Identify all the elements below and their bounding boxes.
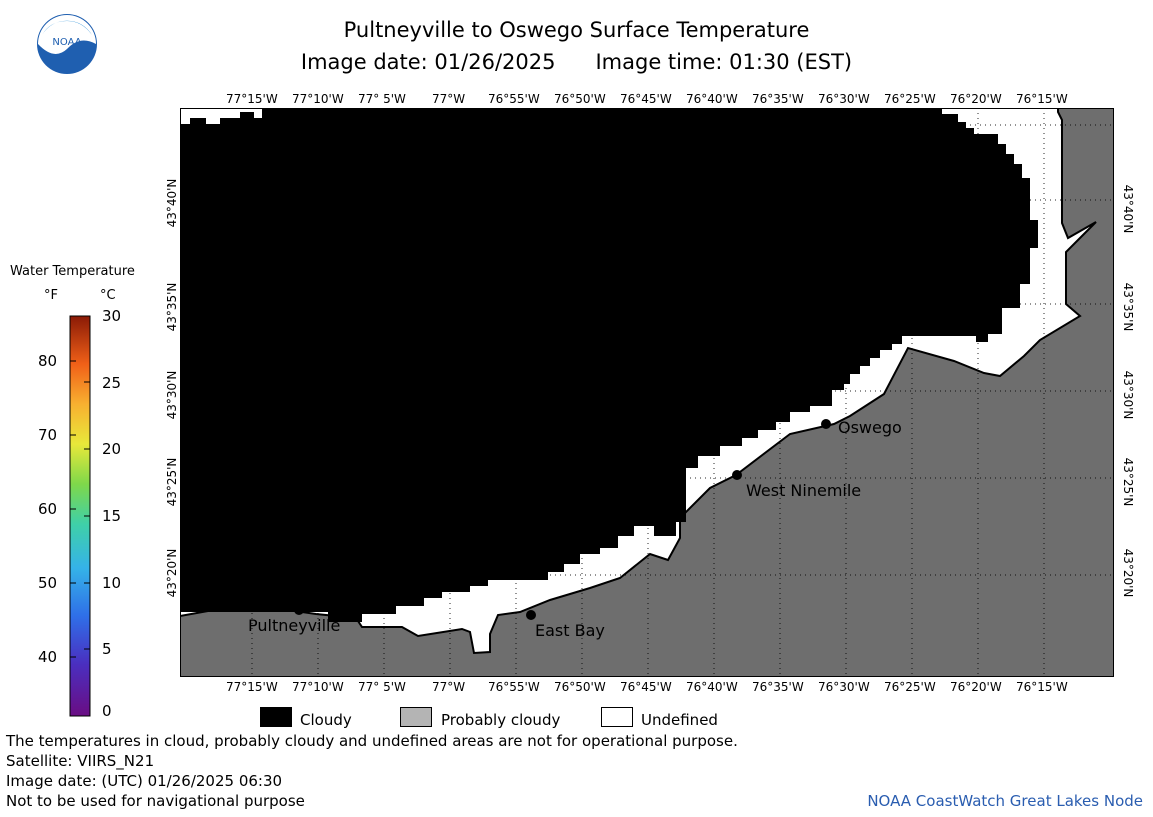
lon-tick-top: 76°55'W bbox=[488, 92, 540, 106]
legend-c-label: 25 bbox=[102, 374, 122, 392]
place-label-pultneyville: Pultneyville bbox=[248, 616, 340, 635]
lon-tick-top: 76°50'W bbox=[554, 92, 606, 106]
image-time-label: Image time: 01:30 (EST) bbox=[595, 50, 853, 74]
undefined-swatch bbox=[601, 707, 633, 727]
lat-tick-right: 43°40'N bbox=[1121, 184, 1135, 234]
lon-tick-bottom: 77°10'W bbox=[292, 680, 344, 694]
lon-tick-top: 76°45'W bbox=[620, 92, 672, 106]
land-area bbox=[180, 108, 1114, 677]
disclaimer-text: The temperatures in cloud, probably clou… bbox=[6, 732, 738, 750]
color-scale bbox=[69, 315, 91, 717]
place-label-east-bay: East Bay bbox=[535, 621, 605, 640]
lat-tick-left: 43°30'N bbox=[165, 370, 179, 420]
legend-f-label: 80 bbox=[38, 352, 58, 370]
lon-tick-top: 76°20'W bbox=[950, 92, 1002, 106]
lon-tick-top: 76°25'W bbox=[884, 92, 936, 106]
lon-tick-top: 77°10'W bbox=[292, 92, 344, 106]
undefined-key-label: Undefined bbox=[641, 711, 718, 729]
navigation-warning: Not to be used for navigational purpose bbox=[6, 792, 305, 810]
credit-text: NOAA CoastWatch Great Lakes Node bbox=[867, 792, 1143, 810]
lon-tick-bottom: 77°W bbox=[432, 680, 466, 694]
lon-tick-bottom: 77° 5'W bbox=[358, 680, 406, 694]
lat-tick-left: 43°25'N bbox=[165, 457, 179, 507]
noaa-logo: NOAA bbox=[37, 14, 97, 74]
lon-tick-bottom: 76°40'W bbox=[686, 680, 738, 694]
legend-c-label: 15 bbox=[102, 507, 122, 525]
legend-unit-f: °F bbox=[44, 288, 58, 303]
probably-cloudy-swatch bbox=[400, 707, 432, 727]
lat-tick-left: 43°40'N bbox=[165, 178, 179, 228]
east-bay-marker bbox=[526, 610, 536, 620]
lon-tick-bottom: 76°20'W bbox=[950, 680, 1002, 694]
lat-tick-right: 43°20'N bbox=[1121, 548, 1135, 598]
utc-date-text: Image date: (UTC) 01/26/2025 06:30 bbox=[6, 772, 283, 790]
legend-f-label: 50 bbox=[38, 574, 58, 592]
lat-tick-left: 43°20'N bbox=[165, 548, 179, 598]
lat-tick-right: 43°30'N bbox=[1121, 370, 1135, 420]
lon-tick-top: 77°15'W bbox=[226, 92, 278, 106]
legend-f-label: 60 bbox=[38, 500, 58, 518]
graticule bbox=[180, 108, 1114, 677]
map-area: Oswego West Ninemile East Bay Pultneyvil… bbox=[180, 108, 1114, 677]
lon-tick-top: 77°W bbox=[432, 92, 466, 106]
cloudy-key-label: Cloudy bbox=[300, 711, 352, 729]
lon-tick-top: 76°40'W bbox=[686, 92, 738, 106]
lon-tick-bottom: 77°15'W bbox=[226, 680, 278, 694]
lat-tick-left: 43°35'N bbox=[165, 282, 179, 332]
lon-tick-bottom: 76°55'W bbox=[488, 680, 540, 694]
lon-tick-bottom: 76°50'W bbox=[554, 680, 606, 694]
cloud-area bbox=[180, 108, 1038, 622]
oswego-marker bbox=[821, 419, 831, 429]
lon-tick-bottom: 76°45'W bbox=[620, 680, 672, 694]
legend-c-label: 30 bbox=[102, 307, 122, 325]
image-date-label: Image date: 01/26/2025 bbox=[300, 50, 556, 74]
legend-title: Water Temperature bbox=[10, 264, 135, 279]
legend-c-label: 20 bbox=[102, 440, 122, 458]
legend-c-label: 10 bbox=[102, 574, 122, 592]
map-title: Pultneyville to Oswego Surface Temperatu… bbox=[343, 18, 810, 42]
lon-tick-bottom: 76°25'W bbox=[884, 680, 936, 694]
place-label-oswego: Oswego bbox=[838, 418, 902, 437]
place-label-west-ninemile: West Ninemile bbox=[746, 481, 861, 500]
satellite-text: Satellite: VIIRS_N21 bbox=[6, 752, 155, 770]
map-subtitle: Image date: 01/26/2025 Image time: 01:30 … bbox=[0, 50, 1153, 74]
map-frame bbox=[180, 108, 1114, 677]
legend-unit-c: °C bbox=[100, 288, 116, 303]
lon-tick-top: 76°35'W bbox=[752, 92, 804, 106]
probably-cloudy-key-label: Probably cloudy bbox=[441, 711, 561, 729]
lon-tick-bottom: 76°30'W bbox=[818, 680, 870, 694]
legend-c-label: 5 bbox=[102, 640, 112, 658]
lat-tick-right: 43°35'N bbox=[1121, 282, 1135, 332]
logo-text: NOAA bbox=[52, 37, 81, 48]
lon-tick-top: 76°15'W bbox=[1016, 92, 1068, 106]
west-ninemile-marker bbox=[732, 470, 742, 480]
lat-tick-right: 43°25'N bbox=[1121, 457, 1135, 507]
pultneyville-marker bbox=[294, 605, 304, 615]
lon-tick-top: 76°30'W bbox=[818, 92, 870, 106]
lon-tick-bottom: 76°35'W bbox=[752, 680, 804, 694]
legend-c-label: 0 bbox=[102, 702, 112, 720]
lon-tick-top: 77° 5'W bbox=[358, 92, 406, 106]
cloudy-swatch bbox=[260, 707, 292, 727]
legend-f-label: 40 bbox=[38, 648, 58, 666]
lon-tick-bottom: 76°15'W bbox=[1016, 680, 1068, 694]
legend-f-label: 70 bbox=[38, 426, 58, 444]
